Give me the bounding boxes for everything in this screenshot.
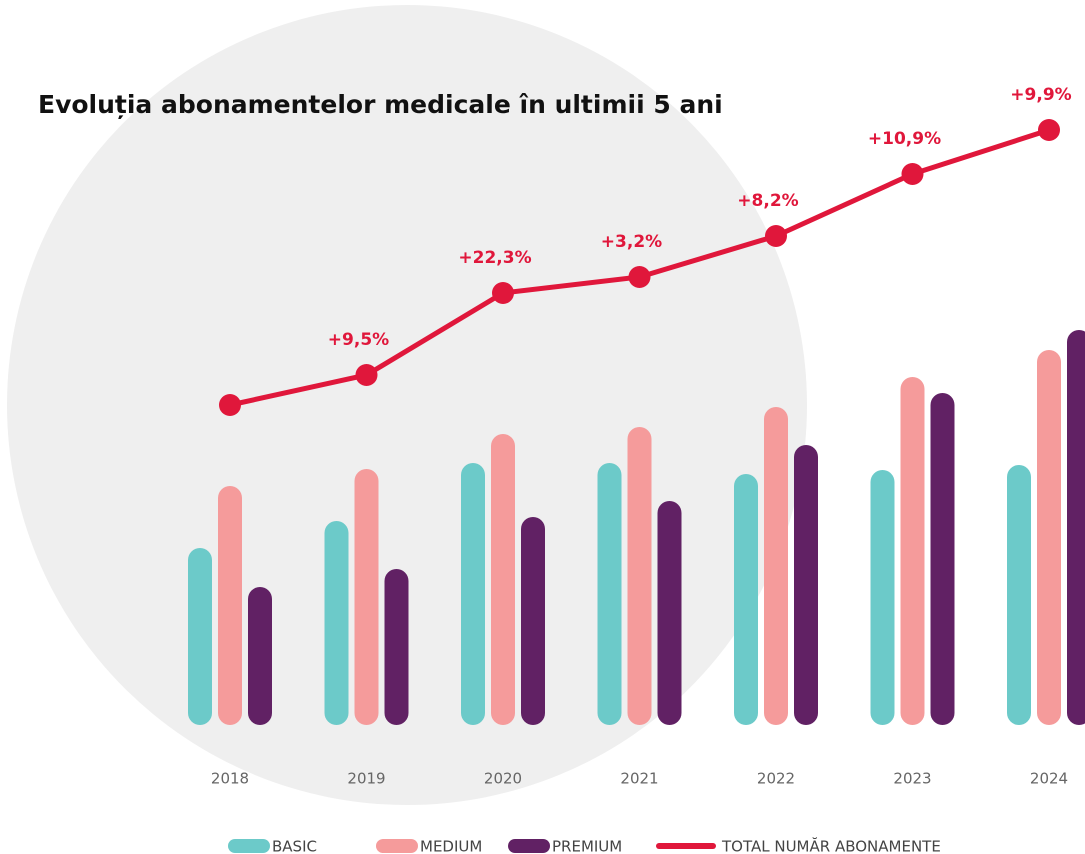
x-tick-label: 2023	[893, 770, 931, 788]
bar	[930, 393, 955, 725]
legend-label: TOTAL NUMĂR ABONAMENTE	[721, 837, 941, 854]
legend-swatch	[508, 839, 550, 853]
legend-swatch	[228, 839, 270, 853]
chart-title: Evoluția abonamentelor medicale în ultim…	[38, 90, 723, 119]
bar	[384, 569, 409, 725]
bar	[218, 486, 242, 725]
legend-swatch	[376, 839, 418, 853]
bar	[764, 407, 788, 725]
bar	[461, 463, 485, 725]
point	[355, 364, 378, 386]
bar	[597, 463, 622, 725]
annotation: +9,9%	[1010, 85, 1071, 105]
x-tick-label: 2024	[1030, 770, 1068, 788]
bar	[734, 474, 758, 725]
annotation: +9,5%	[328, 330, 389, 350]
annotation: +22,3%	[458, 248, 531, 268]
bar	[188, 548, 212, 725]
bar	[354, 469, 379, 725]
x-tick-label: 2019	[347, 770, 385, 788]
bar	[657, 501, 682, 725]
bar	[1067, 330, 1085, 725]
point	[1038, 119, 1060, 141]
annotation: +8,2%	[737, 191, 798, 211]
bar	[627, 427, 652, 725]
point	[219, 394, 241, 416]
x-tick-label: 2022	[757, 770, 795, 788]
bar	[1007, 465, 1031, 725]
point	[628, 266, 651, 288]
legend-label: BASIC	[272, 838, 317, 854]
point	[765, 225, 787, 247]
legend-label: PREMIUM	[552, 838, 622, 854]
legend-swatch	[656, 843, 716, 849]
point	[492, 282, 514, 304]
bar	[324, 521, 349, 725]
bar	[491, 434, 515, 725]
bar	[248, 587, 272, 725]
point	[901, 163, 924, 185]
annotation: +10,9%	[868, 129, 941, 149]
bar	[900, 377, 925, 725]
legend-label: MEDIUM	[420, 838, 482, 854]
bar	[870, 470, 895, 725]
bar	[521, 517, 545, 725]
bar	[1037, 350, 1061, 725]
annotation: +3,2%	[601, 232, 662, 252]
x-tick-label: 2020	[484, 770, 522, 788]
bar	[794, 445, 818, 725]
x-tick-label: 2018	[211, 770, 249, 788]
x-tick-label: 2021	[620, 770, 658, 788]
